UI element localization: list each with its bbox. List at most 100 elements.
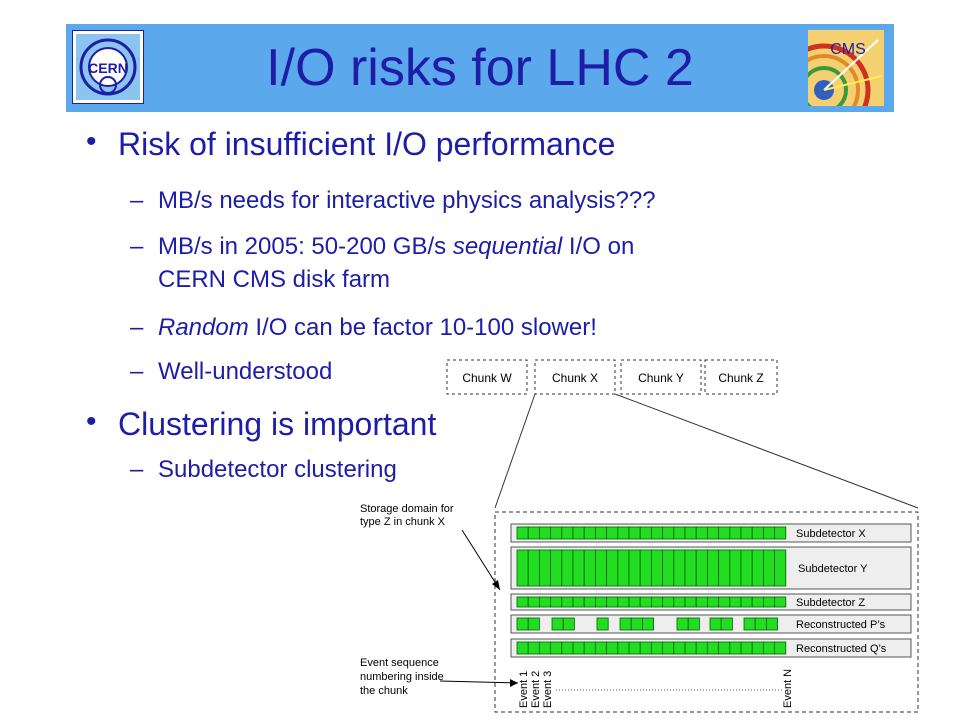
storage-cell (729, 549, 742, 587)
storage-cell (774, 641, 787, 655)
chunk-y-label: Chunk Y (638, 371, 684, 385)
event-label-line2: numbering inside (360, 671, 444, 683)
chunk-z-label: Chunk Z (718, 371, 763, 385)
storage-cell (527, 526, 540, 540)
event-arrow (439, 680, 519, 684)
storage-cell (619, 617, 632, 631)
storage-cell (651, 526, 664, 540)
storage-cell (718, 526, 731, 540)
storage-cell (639, 641, 652, 655)
chunk-x-label: Chunk X (552, 371, 598, 385)
storage-cell (718, 596, 731, 608)
storage-cell (583, 596, 596, 608)
storage-cell (596, 617, 609, 631)
event-label-line1: Event sequence (360, 657, 439, 669)
dash-marker: – (130, 314, 144, 341)
row-label-subdetector-y: Subdetector Y (798, 563, 868, 575)
storage-cell (630, 617, 643, 631)
storage-cell (651, 549, 664, 587)
storage-cell (595, 641, 608, 655)
storage-cell (707, 641, 720, 655)
storage-cell (561, 641, 574, 655)
sub-1-4: Well-understood (158, 358, 333, 385)
cern-logo-text: CERN (88, 60, 128, 76)
dash-marker: – (130, 358, 144, 385)
event-n-label: Event N (782, 669, 794, 708)
storage-cell (707, 526, 720, 540)
storage-cell (561, 596, 574, 608)
bullet-1-text: Risk of insufficient I/O performance (118, 126, 616, 162)
storage-cell (617, 526, 630, 540)
storage-cell (651, 596, 664, 608)
event-arrow-head (510, 679, 518, 687)
storage-cell (751, 641, 764, 655)
storage-cell (718, 641, 731, 655)
dash-marker: – (130, 456, 144, 483)
row-label-subdetector-z: Subdetector Z (796, 597, 865, 609)
storage-cell (751, 526, 764, 540)
storage-cell (550, 596, 563, 608)
storage-cell (628, 526, 641, 540)
storage-cell (539, 596, 552, 608)
storage-cell (662, 641, 675, 655)
storage-cell (583, 641, 596, 655)
cms-logo-text: CMS (830, 41, 866, 58)
storage-cell (572, 641, 585, 655)
sub-2-1: Subdetector clustering (158, 456, 397, 483)
sub-1-3-em: Random (158, 314, 249, 341)
storage-cell (707, 549, 720, 587)
slide-title: I/O risks for LHC 2 (266, 39, 694, 97)
dash-marker: – (130, 187, 144, 214)
storage-cell (740, 596, 753, 608)
storage-cell (695, 596, 708, 608)
storage-cell (539, 549, 552, 587)
storage-cell (763, 549, 776, 587)
storage-cell (606, 549, 619, 587)
storage-cell (583, 549, 596, 587)
storage-cell (516, 617, 529, 631)
chunk-z-box (704, 359, 778, 395)
storage-cell (754, 617, 767, 631)
storage-cell (572, 596, 585, 608)
event-1-label: Event 1 (518, 671, 530, 708)
storage-cell (595, 549, 608, 587)
storage-cell (662, 596, 675, 608)
storage-cell (617, 596, 630, 608)
cern-logo: CERN (72, 30, 144, 104)
storage-cell (617, 549, 630, 587)
zoom-line-right (614, 393, 919, 509)
cms-logo: CMS (808, 30, 884, 106)
storage-cell (740, 549, 753, 587)
sub-1-3: Random I/O can be factor 10-100 slower! (158, 314, 597, 342)
storage-label-line1: Storage domain for (360, 503, 454, 515)
storage-cell (662, 526, 675, 540)
storage-cell (684, 596, 697, 608)
sub-1-2-em: sequential (452, 233, 563, 260)
sub-1-2-pre: MB/s in 2005: 50-200 GB/s (158, 233, 453, 260)
storage-cell (684, 526, 697, 540)
dash-marker: – (130, 233, 144, 260)
storage-cell (516, 596, 529, 608)
chunk-x-box (534, 359, 616, 395)
storage-cell (572, 526, 585, 540)
bullet-marker: • (86, 125, 97, 158)
storage-cell (561, 549, 574, 587)
row-label-reconstructed-p: Reconstructed P’s (796, 619, 886, 631)
storage-cell (595, 596, 608, 608)
storage-cell (527, 596, 540, 608)
storage-cell (551, 617, 564, 631)
storage-cell (527, 641, 540, 655)
storage-cell (662, 549, 675, 587)
storage-cell (695, 641, 708, 655)
storage-cell (673, 549, 686, 587)
storage-cell (539, 526, 552, 540)
storage-cell (651, 641, 664, 655)
storage-cell (642, 617, 655, 631)
storage-cell (740, 641, 753, 655)
chunk-detail-box (494, 511, 919, 713)
storage-cell (774, 596, 787, 608)
storage-cell (684, 641, 697, 655)
bullet-marker: • (86, 405, 97, 438)
storage-cell (527, 617, 540, 631)
event-3-label: Event 3 (542, 671, 554, 708)
